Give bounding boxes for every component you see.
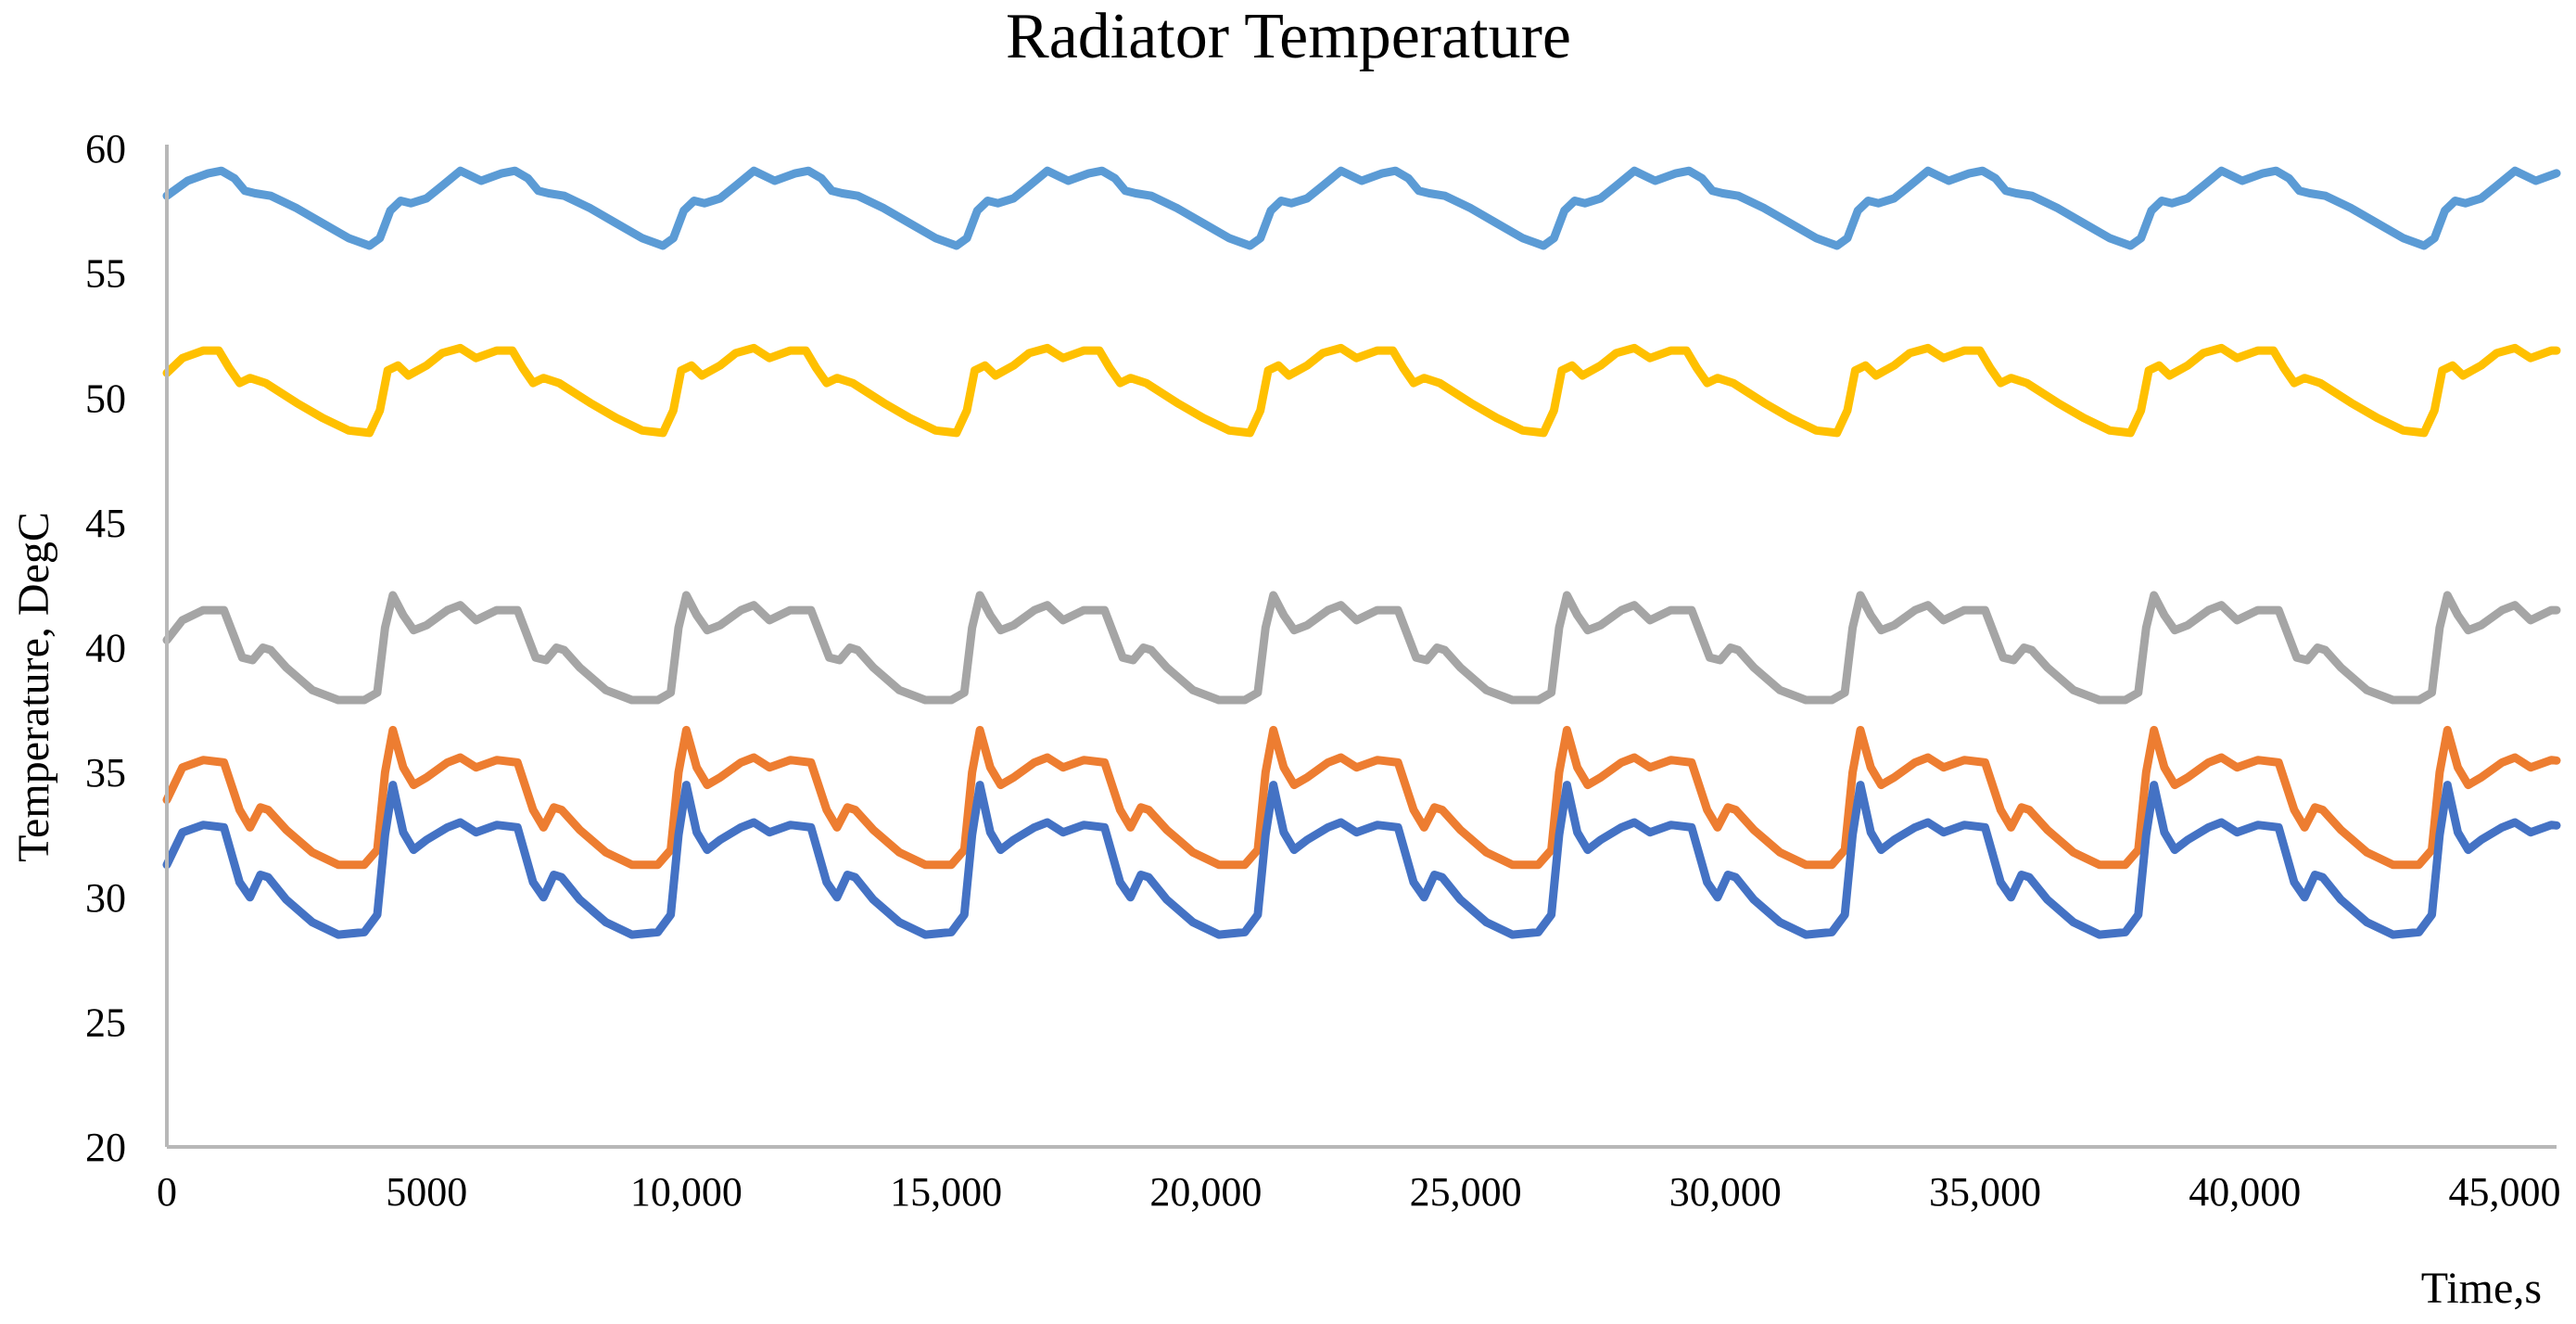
series-line-5 xyxy=(162,781,2561,939)
x-tick-label: 15,000 xyxy=(890,1169,1002,1215)
x-tick-label: 10,000 xyxy=(630,1169,742,1215)
x-tick-label: 0 xyxy=(157,1169,177,1215)
y-tick-label: 45 xyxy=(85,501,126,546)
y-tick-label: 55 xyxy=(85,251,126,297)
x-tick-label: 45,000 xyxy=(2448,1169,2560,1215)
y-axis-label: Temperature, DegC xyxy=(9,512,58,862)
y-tick-label: 60 xyxy=(85,126,126,172)
y-tick-label: 25 xyxy=(85,999,126,1045)
y-tick-label: 35 xyxy=(85,750,126,796)
x-tick-label: 5000 xyxy=(386,1169,467,1215)
y-tick-label: 50 xyxy=(85,376,126,421)
series-layer xyxy=(162,166,2561,939)
x-tick-label: 25,000 xyxy=(1410,1169,1522,1215)
y-axis-ticks: 20 25 30 35 40 45 50 55 60 xyxy=(85,126,126,1170)
x-tick-label: 35,000 xyxy=(1929,1169,2041,1215)
x-tick-label: 40,000 xyxy=(2189,1169,2301,1215)
x-axis-label: Time,s xyxy=(2421,1264,2542,1313)
series-line-4 xyxy=(162,725,2561,870)
y-tick-label: 40 xyxy=(85,626,126,671)
y-tick-label: 30 xyxy=(85,875,126,921)
x-tick-label: 20,000 xyxy=(1149,1169,1262,1215)
series-line-1 xyxy=(162,166,2561,250)
x-axis-ticks: 0 5000 10,000 15,000 20,000 25,000 30,000 35,00… xyxy=(157,1169,2560,1215)
chart-title: Radiator Temperature xyxy=(1006,1,1571,72)
x-tick-label: 30,000 xyxy=(1669,1169,1782,1215)
series-line-2 xyxy=(162,343,2561,438)
series-line-3 xyxy=(162,591,2561,705)
y-tick-label: 20 xyxy=(85,1125,126,1170)
